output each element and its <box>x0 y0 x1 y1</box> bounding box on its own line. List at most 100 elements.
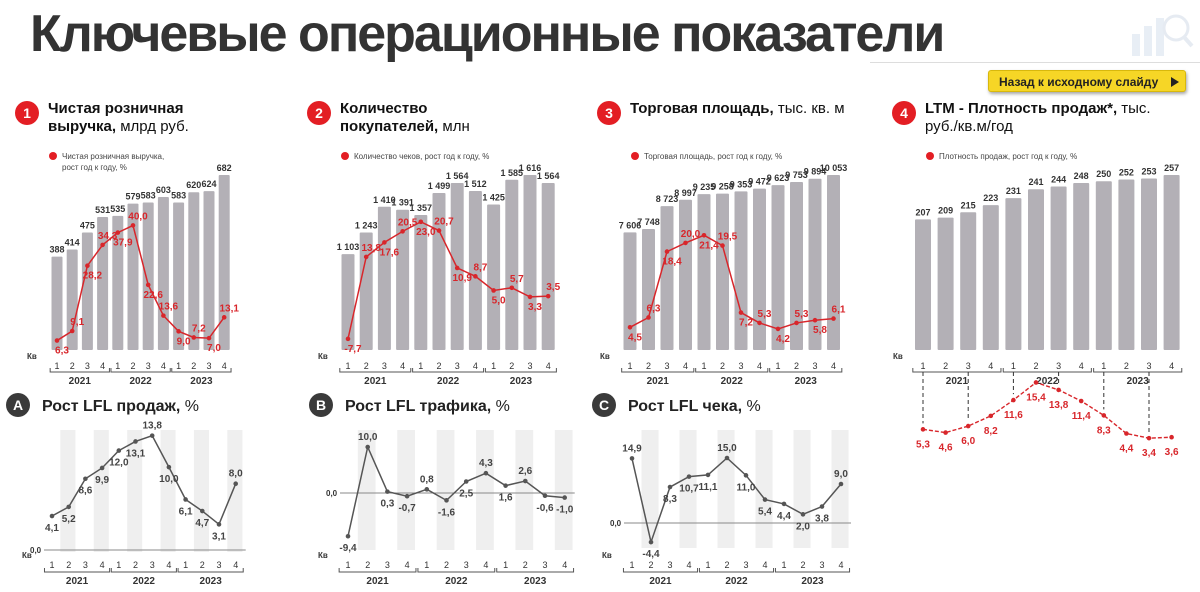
chartC-quarter-label: 1 <box>705 560 710 570</box>
chart2-bar <box>414 214 428 350</box>
chart2-growth-point <box>491 288 496 293</box>
chart4-quarter-label: 3 <box>966 361 971 371</box>
chartC-quarter-label: 4 <box>686 560 691 570</box>
chart4-quarter-label: 2 <box>943 361 948 371</box>
chart3-growth-label: 5,3 <box>795 309 809 320</box>
chartB-badge-text: B <box>316 397 326 413</box>
chart3-bar-label: 7 606 <box>619 220 642 230</box>
chart1-bar-label: 620 <box>186 180 201 190</box>
chart1-growth-label: 7,0 <box>207 343 221 354</box>
chart3-growth-label: 5,8 <box>813 325 827 336</box>
chart4-growth-point <box>1101 413 1107 418</box>
chart4-growth-label: 4,6 <box>939 443 953 454</box>
chart2-bar-label: 1 103 <box>337 242 360 252</box>
chart2-growth-label: 3,3 <box>528 302 542 313</box>
chartA-lfl-label: 10,0 <box>159 474 179 485</box>
chartA-zero-label: 0,0 <box>30 546 42 555</box>
chart3-bar <box>623 232 637 350</box>
chart1-bar <box>66 249 78 350</box>
chartA-band <box>93 430 109 552</box>
chartA-year-label: 2023 <box>200 576 223 587</box>
chart2-quarter-label: 1 <box>418 361 423 371</box>
chart1-title: Чистая розничная выручка, млрд руб. <box>48 100 189 135</box>
chartA-band <box>127 430 143 552</box>
chart4-bar <box>937 217 954 350</box>
chart2-quarter-label: 2 <box>436 361 441 371</box>
chartB-band <box>515 430 534 550</box>
chart2-bar <box>396 209 410 350</box>
chartB-year-label: 2021 <box>366 576 389 587</box>
chart4-growth-point <box>1169 434 1174 440</box>
chartC-quarter-label: 3 <box>819 560 824 570</box>
chartC-lfl-point <box>800 512 806 517</box>
chartB-quarter-label: 3 <box>385 560 390 570</box>
chart3-growth-label: 19,5 <box>718 232 738 243</box>
chart1-quarter-label: 1 <box>54 361 59 371</box>
chart4-year-bracket <box>1002 368 1092 373</box>
chart2-year-label: 2021 <box>364 376 387 387</box>
chart1-quarter-label: 2 <box>130 361 135 371</box>
chartC-lfl-label: 2,0 <box>796 521 810 532</box>
chart1-bar <box>218 175 230 350</box>
chart4-bar-label: 244 <box>1051 175 1066 185</box>
chartA-year-bracket <box>43 568 111 573</box>
chartB-band <box>357 430 376 550</box>
chartA-band <box>160 430 176 552</box>
chart1-quarter-label: 3 <box>206 361 211 371</box>
chart4-growth-label: 6,0 <box>961 436 975 447</box>
chartC-quarter-label: 2 <box>724 560 729 570</box>
chartB-lfl-point <box>562 495 567 500</box>
chart1-legend-text: Чистая розничная выручка, <box>62 152 164 161</box>
chartC-band <box>717 430 735 548</box>
chartB-year-bracket <box>496 568 575 573</box>
chart3-year-bracket <box>695 368 769 373</box>
chartA-lfl-label: 9,9 <box>95 475 109 486</box>
chart1-bar-label: 531 <box>95 205 110 215</box>
chartA-lfl-point <box>233 481 238 487</box>
chartB-lfl-label: -1,0 <box>556 505 574 516</box>
chartC-lfl-point <box>819 504 825 509</box>
chartB-year-bracket <box>338 568 417 573</box>
chartA-quarter-label: 2 <box>66 560 71 570</box>
chart1-growth-label: 7,2 <box>192 323 206 334</box>
chartB-quarter-label: 4 <box>405 560 410 570</box>
chart2-growth-point <box>454 265 460 271</box>
chart4-quarter-label: 3 <box>1056 361 1061 371</box>
chartB-lfl-point <box>523 478 528 484</box>
chartB-quarter-label: 2 <box>365 560 370 570</box>
chart2-bar-label: 1 391 <box>391 198 414 208</box>
chart4-growth-label: 3,6 <box>1165 447 1179 458</box>
chart4-growth-line <box>922 381 1172 439</box>
chart3-growth-label: 18,4 <box>662 257 682 268</box>
chart3-bar <box>679 199 692 350</box>
chart1-growth-line <box>56 224 225 342</box>
chartB-lfl-label: -0,7 <box>398 503 416 514</box>
chartC-lfl-point <box>667 484 673 490</box>
chart1-growth-label: 13,1 <box>219 303 239 314</box>
chartA-lfl-point <box>166 464 172 470</box>
chart2-bar-label: 1 243 <box>355 221 378 231</box>
chart1-growth-label: 9,0 <box>177 336 191 347</box>
chart3-badge-circle <box>597 101 621 125</box>
chartC-quarter-label: 3 <box>667 560 672 570</box>
chart2-bar <box>505 179 519 350</box>
chartA-title: Рост LFL продаж, % <box>42 398 199 415</box>
chart3-growth-label: 6,1 <box>832 305 846 316</box>
chartA-quarter-label: 4 <box>100 560 105 570</box>
chartC-lfl-label: 3,8 <box>815 514 829 525</box>
chart4-year-bracket <box>1093 368 1183 373</box>
chart1-bar <box>112 215 124 350</box>
chartA-lfl-label: 12,0 <box>109 458 129 469</box>
chart1-bar-label: 414 <box>65 237 80 247</box>
chart2-growth-line <box>347 220 549 340</box>
chart3-growth-label: 7,2 <box>739 318 753 329</box>
chart1-growth-point <box>191 335 197 340</box>
chart4-bar-label: 231 <box>1006 186 1021 196</box>
chart2-bar-label: 1 616 <box>519 163 542 173</box>
chart3-bar <box>753 188 766 350</box>
chart4-year-label: 2023 <box>1127 376 1150 387</box>
chartB-year-label: 2023 <box>524 576 547 587</box>
chartC-axis-label: Кв <box>602 551 612 560</box>
chart1-quarter-label: 4 <box>100 361 105 371</box>
back-to-slide-button[interactable]: Назад к исходному слайду <box>988 70 1186 92</box>
